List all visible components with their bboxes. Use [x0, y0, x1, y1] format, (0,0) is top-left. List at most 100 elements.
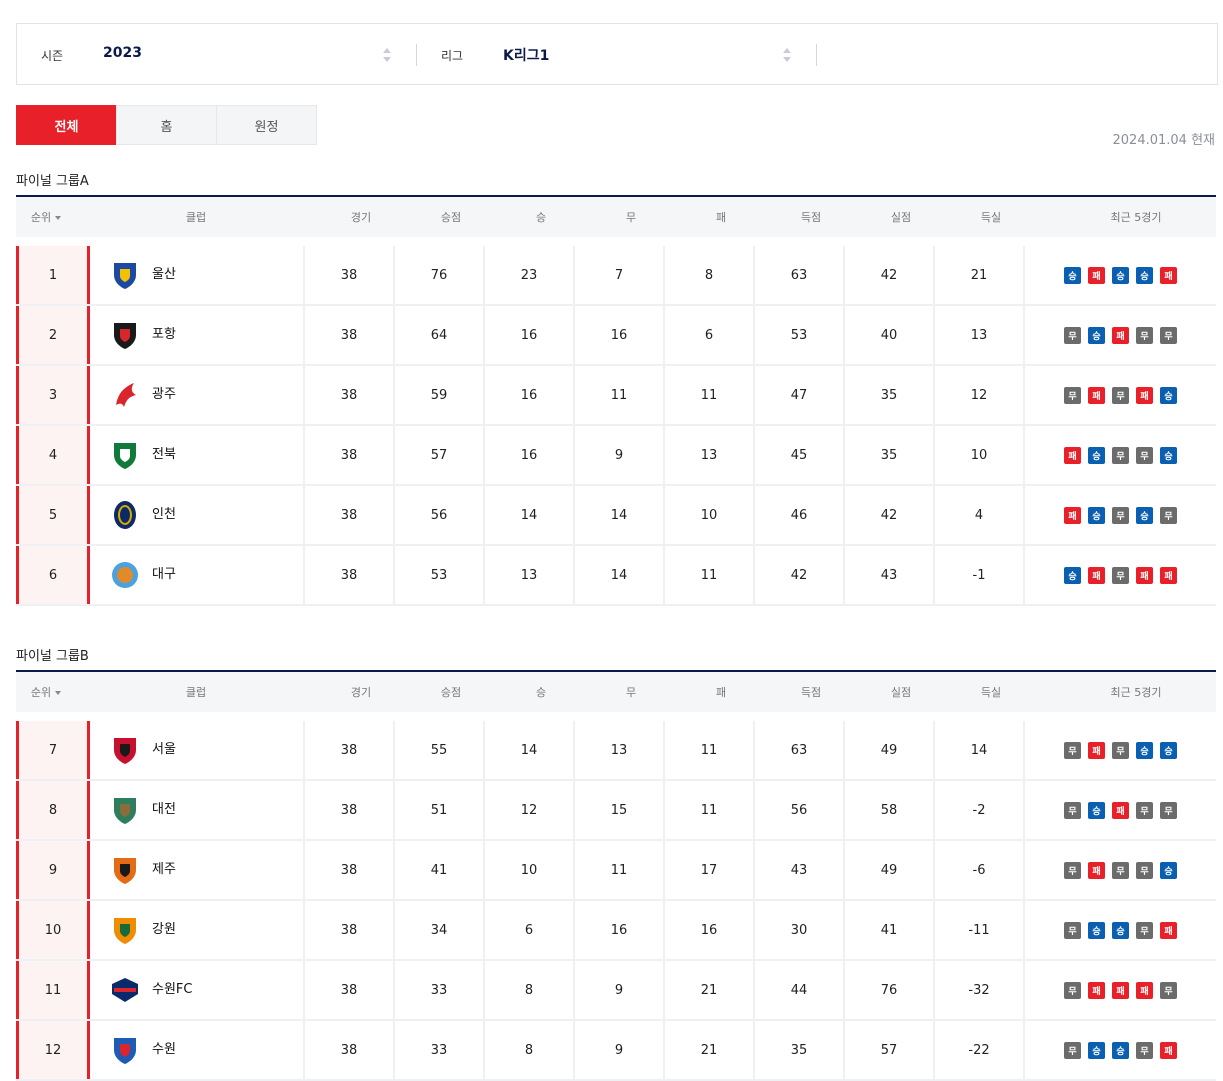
- club-cell[interactable]: 수원: [90, 1021, 303, 1079]
- played-cell: 38: [303, 961, 393, 1019]
- wins-cell: 16: [483, 426, 573, 484]
- rank-cell: 2: [16, 306, 90, 364]
- played-cell: 38: [303, 1021, 393, 1079]
- col-goals-against: 실점: [890, 211, 912, 224]
- losses-cell: 11: [663, 546, 753, 604]
- club-cell[interactable]: 대전: [90, 781, 303, 839]
- tab-home[interactable]: 홈: [116, 105, 217, 145]
- goal-diff-cell: -11: [933, 901, 1023, 959]
- table-row[interactable]: 6 대구 38 53 13 14 11 42 43 -1 승 패 무 패 패: [16, 546, 1216, 606]
- col-rank[interactable]: 순위: [16, 684, 76, 700]
- club-cell[interactable]: 강원: [90, 901, 303, 959]
- col-rank[interactable]: 순위: [16, 209, 76, 225]
- losses-cell: 11: [663, 781, 753, 839]
- draws-cell: 9: [573, 426, 663, 484]
- table-row[interactable]: 9 제주 38 41 10 11 17 43 49 -6 무 패 무 무 승: [16, 841, 1216, 901]
- season-select[interactable]: 시즌 2023: [17, 24, 417, 84]
- result-badge: 승: [1112, 921, 1129, 939]
- club-cell[interactable]: 서울: [90, 721, 303, 779]
- table-row[interactable]: 5 인천 38 56 14 14 10 46 42 4 패 승 무 승 무: [16, 486, 1216, 546]
- result-badge: 패: [1112, 981, 1129, 999]
- league-select[interactable]: 리그 K리그1: [417, 24, 817, 84]
- played-cell: 38: [303, 841, 393, 899]
- club-name: 제주: [152, 861, 176, 877]
- goals-for-cell: 53: [753, 306, 843, 364]
- rank-cell: 10: [16, 901, 90, 959]
- goal-diff-cell: 4: [933, 486, 1023, 544]
- club-name: 인천: [152, 506, 176, 522]
- result-badge: 무: [1136, 861, 1153, 879]
- wins-cell: 16: [483, 306, 573, 364]
- table-row[interactable]: 7 서울 38 55 14 13 11 63 49 14 무 패 무 승 승: [16, 721, 1216, 781]
- season-sort-arrows-icon: [383, 47, 391, 63]
- tab-all[interactable]: 전체: [16, 105, 117, 145]
- result-badge: 무: [1064, 921, 1081, 939]
- draws-cell: 16: [573, 901, 663, 959]
- result-badge: 무: [1064, 981, 1081, 999]
- rank-cell: 11: [16, 961, 90, 1019]
- played-cell: 38: [303, 366, 393, 424]
- col-wins: 승: [535, 686, 547, 699]
- group-a-title: 파이널 그룹A: [16, 174, 89, 189]
- club-cell[interactable]: 포항: [90, 306, 303, 364]
- club-cell[interactable]: 울산: [90, 246, 303, 304]
- gangwon-logo-icon: [110, 914, 140, 946]
- goals-against-cell: 43: [843, 546, 933, 604]
- result-badge: 무: [1064, 326, 1081, 344]
- result-badge: 무: [1064, 861, 1081, 879]
- result-badge: 패: [1064, 506, 1081, 524]
- points-cell: 64: [393, 306, 483, 364]
- table-row[interactable]: 3 광주 38 59 16 11 11 47 35 12 무 패 무 패 승: [16, 366, 1216, 426]
- col-points: 승점: [440, 686, 462, 699]
- goals-for-cell: 35: [753, 1021, 843, 1079]
- result-badge: 무: [1112, 386, 1129, 404]
- as-of-date: 2024.01.04 현재: [1112, 133, 1216, 148]
- result-badge: 패: [1160, 266, 1177, 284]
- table-row[interactable]: 1 울산 38 76 23 7 8 63 42 21 승 패 승 승 패: [16, 246, 1216, 306]
- pohang-logo-icon: [110, 319, 140, 351]
- club-cell[interactable]: 인천: [90, 486, 303, 544]
- club-name: 수원FC: [152, 981, 193, 997]
- goals-for-cell: 63: [753, 721, 843, 779]
- result-badge: 승: [1136, 506, 1153, 524]
- club-cell[interactable]: 대구: [90, 546, 303, 604]
- result-badge: 무: [1112, 861, 1129, 879]
- result-badge: 무: [1064, 1041, 1081, 1059]
- points-cell: 53: [393, 546, 483, 604]
- points-cell: 76: [393, 246, 483, 304]
- col-recent: 최근 5경기: [1110, 211, 1162, 224]
- points-cell: 51: [393, 781, 483, 839]
- filter-divider: [816, 44, 817, 66]
- club-cell[interactable]: 제주: [90, 841, 303, 899]
- table-row[interactable]: 8 대전 38 51 12 15 11 56 58 -2 무 승 패 무 무: [16, 781, 1216, 841]
- draws-cell: 7: [573, 246, 663, 304]
- wins-cell: 23: [483, 246, 573, 304]
- table-row[interactable]: 11 수원FC 38 33 8 9 21 44 76 -32 무 패 패 패 무: [16, 961, 1216, 1021]
- rank-cell: 8: [16, 781, 90, 839]
- sort-caret-icon: [55, 691, 62, 695]
- ulsan-logo-icon: [110, 259, 140, 291]
- table-row[interactable]: 12 수원 38 33 8 9 21 35 57 -22 무 승 승 무 패: [16, 1021, 1216, 1081]
- points-cell: 56: [393, 486, 483, 544]
- result-badge: 승: [1088, 446, 1105, 464]
- result-badge: 패: [1088, 566, 1105, 584]
- club-cell[interactable]: 수원FC: [90, 961, 303, 1019]
- tab-away[interactable]: 원정: [216, 105, 317, 145]
- table-row[interactable]: 4 전북 38 57 16 9 13 45 35 10 패 승 무 무 승: [16, 426, 1216, 486]
- goals-against-cell: 35: [843, 366, 933, 424]
- league-label: 리그: [441, 49, 464, 63]
- result-badge: 패: [1160, 921, 1177, 939]
- club-cell[interactable]: 광주: [90, 366, 303, 424]
- table-row[interactable]: 2 포항 38 64 16 16 6 53 40 13 무 승 패 무 무: [16, 306, 1216, 366]
- club-cell[interactable]: 전북: [90, 426, 303, 484]
- points-cell: 34: [393, 901, 483, 959]
- filter-bar: 시즌 2023 리그 K리그1: [16, 23, 1218, 85]
- table-row[interactable]: 10 강원 38 34 6 16 16 30 41 -11 무 승 승 무 패: [16, 901, 1216, 961]
- result-badge: 승: [1160, 386, 1177, 404]
- result-badge: 승: [1088, 1041, 1105, 1059]
- col-losses: 패: [715, 211, 727, 224]
